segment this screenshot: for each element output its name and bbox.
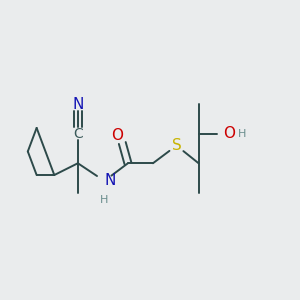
- Text: N: N: [72, 97, 83, 112]
- Text: O: O: [224, 126, 236, 141]
- Text: C: C: [73, 127, 83, 141]
- Text: N: N: [104, 173, 116, 188]
- Text: O: O: [111, 128, 123, 143]
- Text: S: S: [172, 138, 182, 153]
- Text: H: H: [238, 129, 247, 139]
- Text: H: H: [100, 195, 109, 205]
